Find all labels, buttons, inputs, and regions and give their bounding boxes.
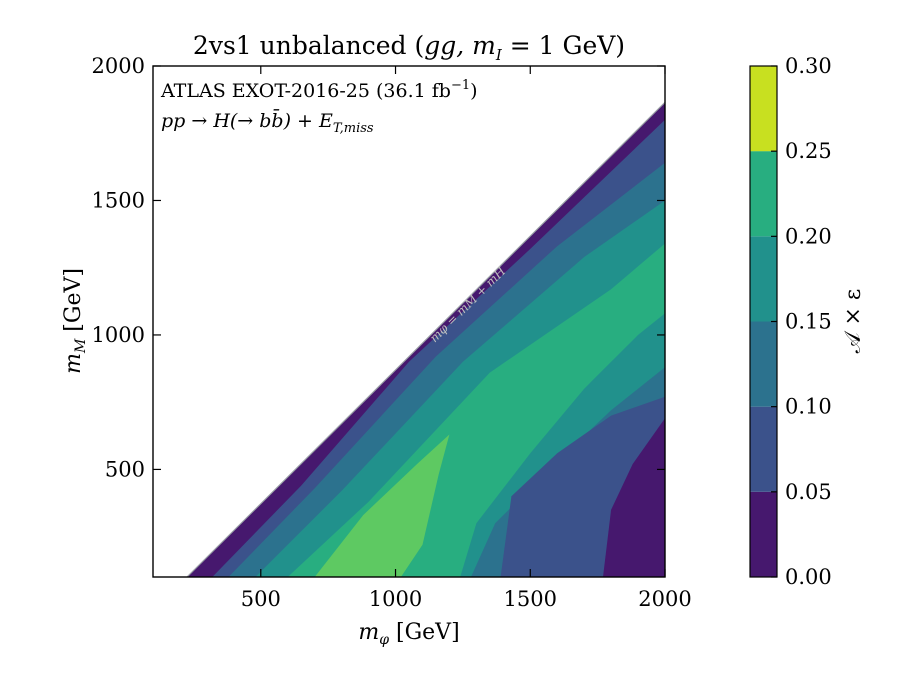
contour-band-right-0.05 xyxy=(603,418,665,577)
colorbar-segment-0.00 xyxy=(750,491,777,577)
colorbar-tick-label: 0.20 xyxy=(785,224,832,248)
x-axis: 500 1000 1500 2000 xyxy=(241,66,692,611)
y-tick-label: 2000 xyxy=(92,54,145,78)
y-tick-label: 1000 xyxy=(92,323,145,347)
colorbar-tick-label: 0.05 xyxy=(785,480,832,504)
plot-area xyxy=(152,65,666,578)
colorbar: 0.00 0.05 0.10 0.15 0.20 0.25 0.30 xyxy=(749,54,832,589)
colorbar-label: 𝒜 × ε xyxy=(841,289,866,354)
colorbar-tick-label: 0.00 xyxy=(785,565,832,589)
colorbar-segment-0.20 xyxy=(750,151,777,237)
x-tick-label: 1500 xyxy=(504,587,557,611)
colorbar-segment-top xyxy=(750,66,777,152)
x-tick-label: 1000 xyxy=(369,587,422,611)
y-tick-label: 500 xyxy=(105,457,145,481)
chart-title: 2vs1 unbalanced (gg, mI = 1 GeV) xyxy=(193,31,625,64)
contour-band-0.25 xyxy=(314,434,450,577)
colorbar-tick-label: 0.10 xyxy=(785,395,832,419)
colorbar-tick-label: 0.15 xyxy=(785,310,832,334)
x-tick-label: 2000 xyxy=(638,587,691,611)
colorbar-tick-label: 0.30 xyxy=(785,54,832,78)
x-tick-label: 500 xyxy=(241,587,281,611)
kinematic-limit-line xyxy=(186,101,665,577)
colorbar-segment-0.05 xyxy=(750,406,777,492)
y-axis-label: mM [GeV] xyxy=(61,268,89,374)
colorbar-segment-0.15 xyxy=(750,236,777,322)
y-axis: 500 1000 1500 2000 xyxy=(92,54,665,481)
annotation-process: pp → H(→ bb̄) + ET,miss xyxy=(161,108,374,136)
colorbar-segment-0.10 xyxy=(750,321,777,407)
colorbar-tick-label: 0.25 xyxy=(785,139,832,163)
plot-frame xyxy=(152,65,666,578)
y-tick-label: 1500 xyxy=(92,188,145,212)
x-axis-label: mφ [GeV] xyxy=(358,620,459,648)
annotation-experiment: ATLAS EXOT-2016-25 (36.1 fb−1) xyxy=(160,78,478,102)
